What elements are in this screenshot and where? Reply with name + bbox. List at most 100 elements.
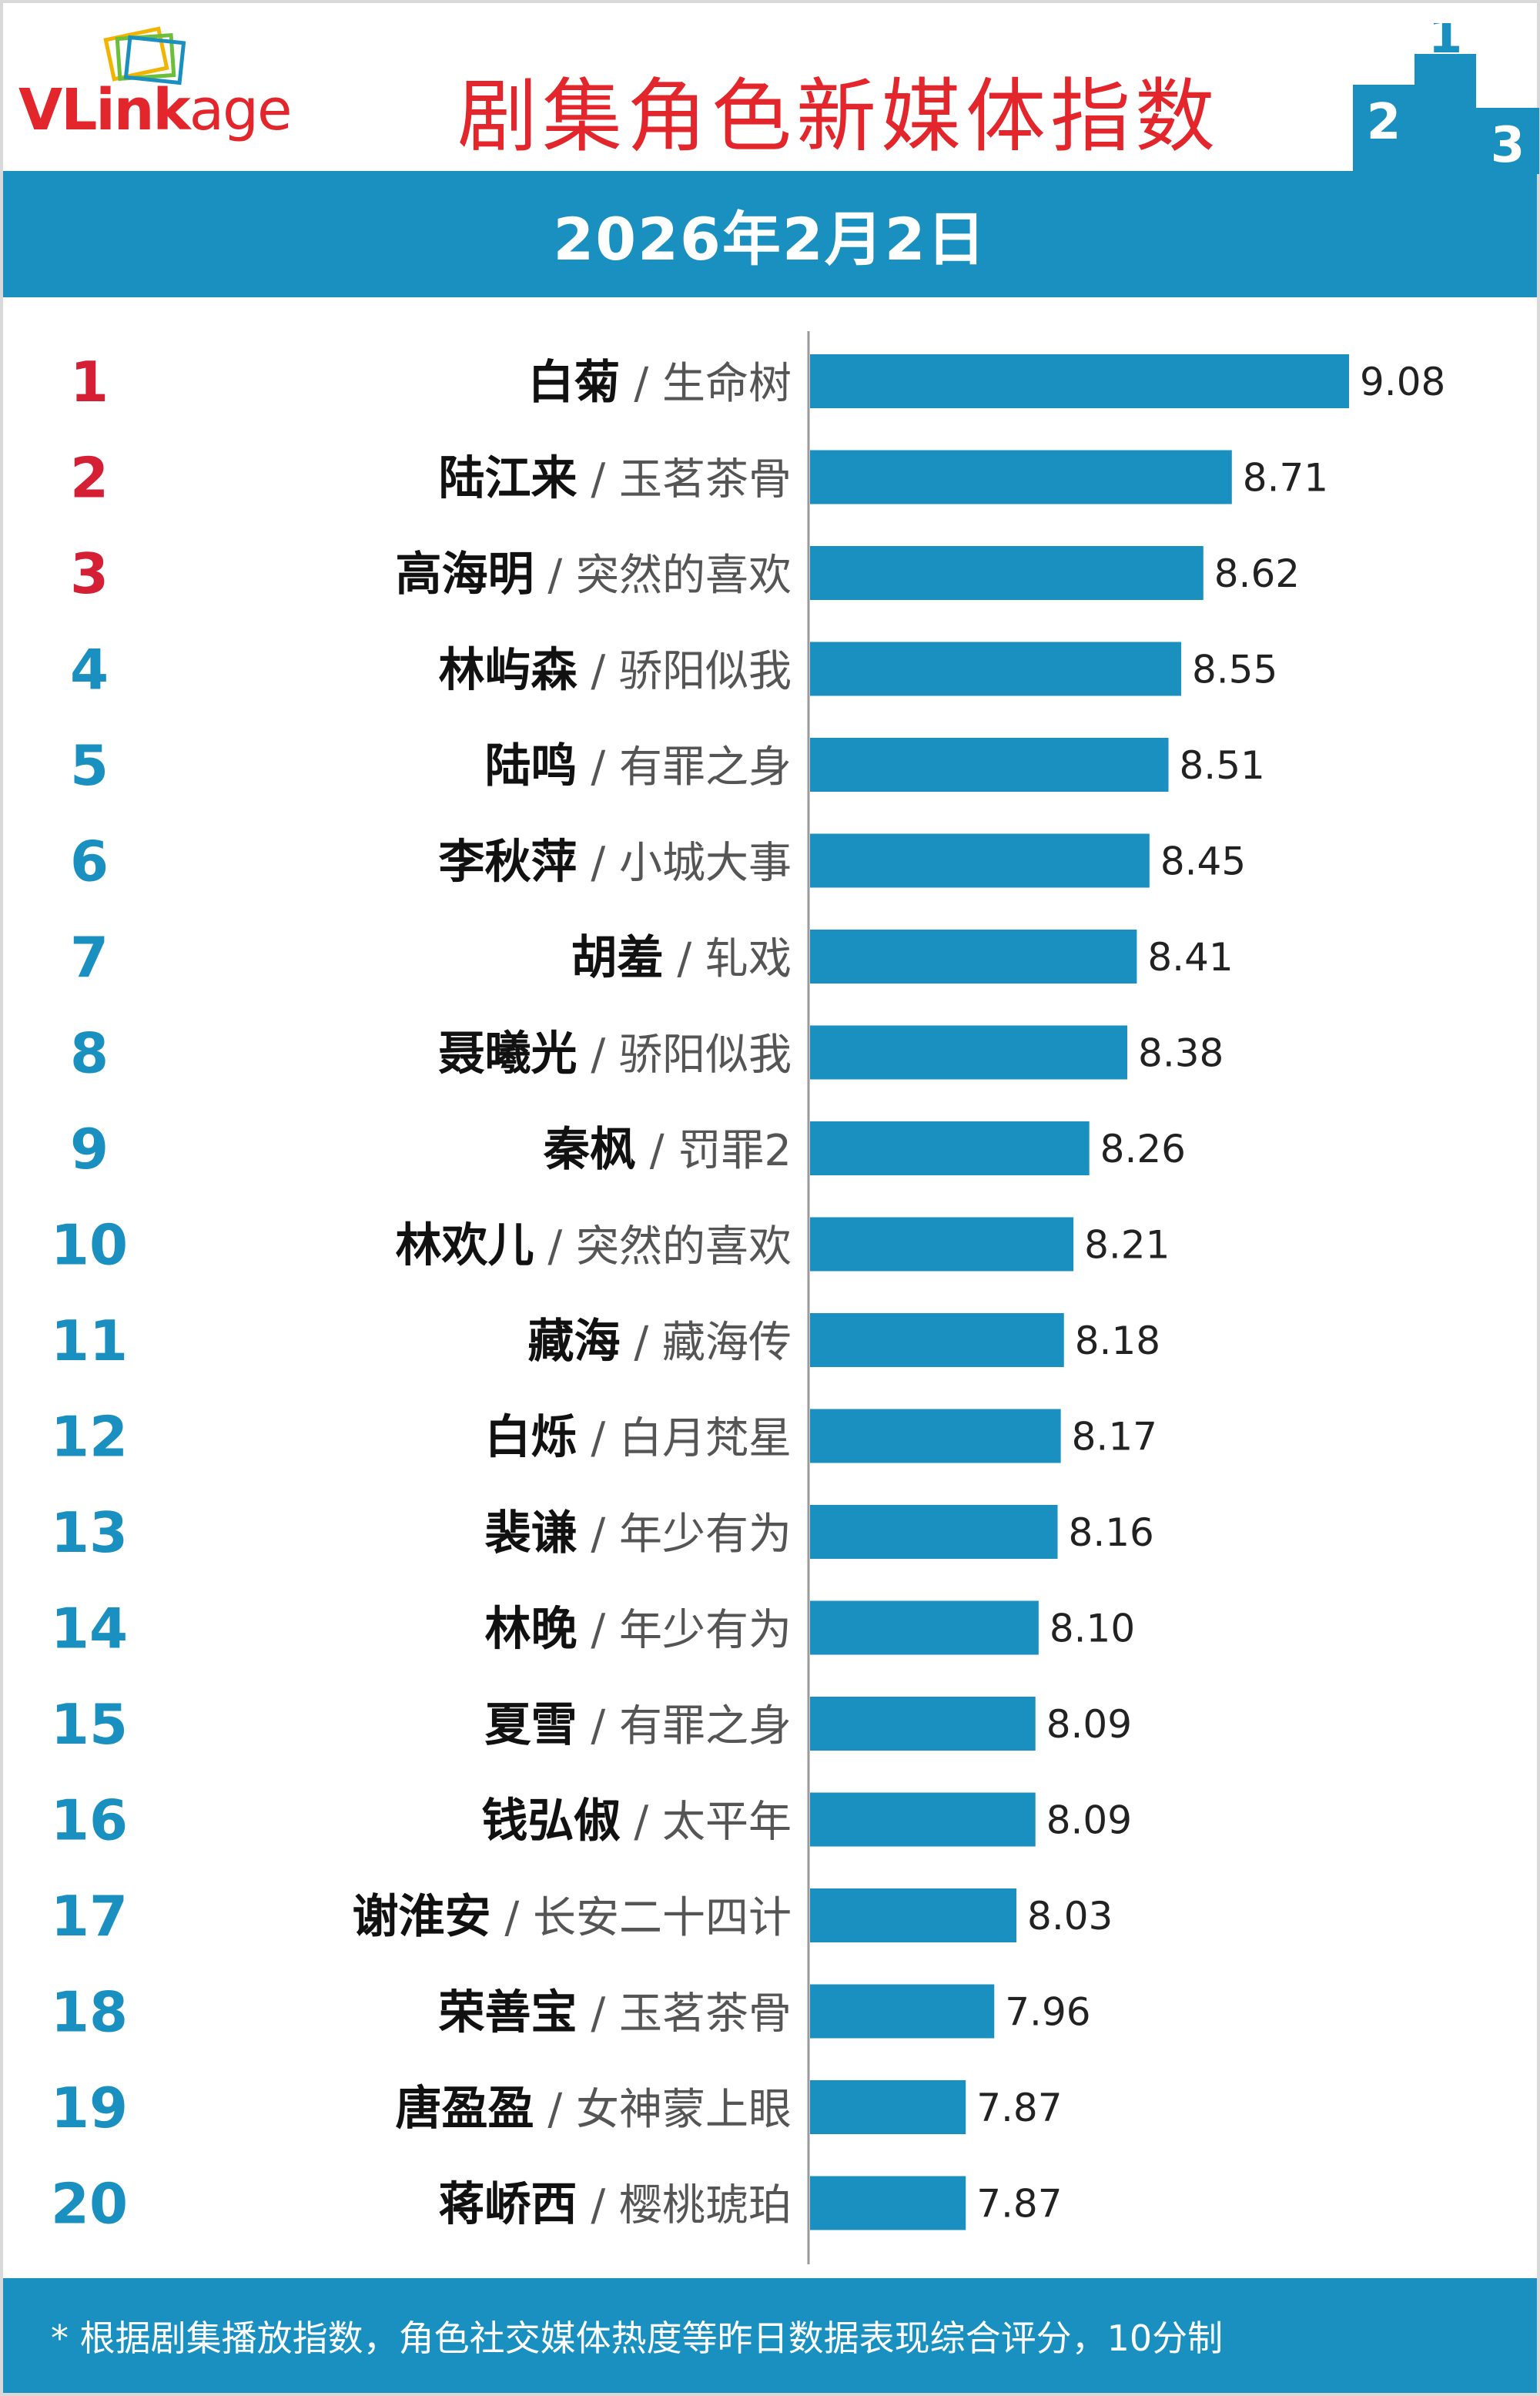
rank-number: 15 [51, 1692, 128, 1757]
bar [810, 1697, 1036, 1751]
chart-row: 16 钱弘俶 / 太平年 8.09 [51, 1788, 1132, 1853]
character-name: 陆江来 [439, 452, 578, 506]
rank-number: 3 [70, 541, 109, 606]
row-label: 裴谦 / 年少有为 [485, 1506, 792, 1560]
rank-number: 5 [70, 733, 109, 798]
bar [810, 833, 1150, 888]
character-name: 蒋峤西 [439, 2178, 578, 2232]
bar [810, 930, 1137, 984]
row-label: 白菊 / 生命树 [528, 356, 792, 410]
character-name: 裴谦 [485, 1506, 578, 1560]
drama-title: / 樱桃琥珀 [578, 2181, 792, 2231]
logo-letter-v: V [18, 77, 62, 143]
drama-title: / 轧戏 [664, 934, 792, 984]
bar [810, 354, 1349, 408]
drama-title: / 有罪之身 [578, 1701, 792, 1751]
chart-row: 7 胡羞 / 轧戏 8.41 [70, 925, 1234, 990]
logo-wordmark: VLinkage [18, 77, 293, 143]
character-name: 夏雪 [485, 1698, 578, 1752]
chart-row: 11 藏海 / 藏海传 8.18 [51, 1309, 1160, 1373]
character-name: 钱弘俶 [482, 1794, 621, 1848]
bar [810, 642, 1181, 696]
bar-value-label: 8.41 [1147, 935, 1233, 980]
row-label: 钱弘俶 / 太平年 [482, 1794, 792, 1848]
row-label: 李秋萍 / 小城大事 [439, 836, 792, 890]
header: VLinkage 剧集角色新媒体指数 2 1 3 [3, 3, 1539, 174]
bar-value-label: 8.03 [1027, 1894, 1113, 1939]
logo-mark-icon [103, 26, 186, 85]
rank-number: 13 [51, 1500, 128, 1565]
drama-title: / 太平年 [621, 1798, 792, 1848]
rank-number: 4 [70, 638, 109, 702]
bar-value-label: 8.09 [1046, 1798, 1132, 1843]
bar-value-label: 8.71 [1243, 456, 1328, 501]
bar-value-label: 7.87 [976, 2086, 1062, 2130]
character-name: 陆鸣 [485, 739, 578, 793]
rank-number: 12 [51, 1405, 128, 1469]
drama-title: / 女神蒙上眼 [534, 2085, 792, 2135]
chart-row: 4 林屿森 / 骄阳似我 8.55 [70, 638, 1277, 702]
row-label: 高海明 / 突然的喜欢 [396, 548, 792, 602]
chart-row: 15 夏雪 / 有罪之身 8.09 [51, 1692, 1132, 1757]
bar [810, 450, 1232, 504]
bar [810, 1313, 1064, 1367]
bar [810, 1409, 1061, 1463]
row-label: 林屿森 / 骄阳似我 [439, 644, 792, 698]
rank-number: 14 [51, 1597, 128, 1661]
character-name: 荣善宝 [439, 1986, 578, 2040]
character-name: 高海明 [396, 548, 534, 602]
drama-title: / 突然的喜欢 [534, 551, 792, 601]
character-name: 林欢儿 [396, 1219, 534, 1273]
chart-row: 14 林晚 / 年少有为 8.10 [51, 1597, 1135, 1661]
rank-number: 11 [51, 1309, 128, 1373]
chart-row: 12 白烁 / 白月梵星 8.17 [51, 1405, 1157, 1469]
chart-row: 17 谢淮安 / 长安二十四计 8.03 [51, 1884, 1113, 1949]
row-label: 唐盈盈 / 女神蒙上眼 [396, 2082, 792, 2136]
row-label: 陆鸣 / 有罪之身 [485, 739, 792, 793]
bar [810, 1984, 995, 2039]
character-name: 白菊 [528, 356, 621, 410]
bar-value-label: 8.26 [1100, 1127, 1186, 1171]
chart-row: 5 陆鸣 / 有罪之身 8.51 [70, 733, 1265, 798]
chart-row: 3 高海明 / 突然的喜欢 8.62 [70, 541, 1300, 606]
bar [810, 1121, 1090, 1175]
rank-number: 2 [70, 446, 109, 511]
chart-row: 9 秦枫 / 罚罪2 8.26 [70, 1117, 1186, 1181]
chart-row: 18 荣善宝 / 玉茗茶骨 7.96 [51, 1980, 1091, 2045]
drama-title: / 生命树 [621, 359, 792, 409]
rank-number: 20 [51, 2172, 128, 2237]
podium-label-3: 3 [1491, 117, 1525, 174]
date-label: 2026年2月2日 [553, 205, 987, 273]
bar [810, 1025, 1128, 1080]
drama-title: / 突然的喜欢 [534, 1222, 792, 1272]
chart-row: 13 裴谦 / 年少有为 8.16 [51, 1500, 1154, 1565]
bar-value-label: 8.16 [1069, 1510, 1154, 1555]
rank-number: 7 [70, 925, 109, 990]
drama-title: / 玉茗茶骨 [578, 455, 792, 505]
vlinkage-logo: VLinkage [18, 26, 342, 149]
bar-value-label: 8.55 [1192, 648, 1277, 692]
row-label: 胡羞 / 轧戏 [571, 931, 792, 985]
character-name: 胡羞 [571, 931, 664, 985]
bar-value-label: 8.09 [1046, 1702, 1132, 1747]
bar-value-label: 8.10 [1050, 1607, 1135, 1651]
podium-icon: 2 1 3 [1353, 23, 1539, 174]
date-banner: 2026年2月2日 [3, 171, 1537, 297]
footer-note-bar: * 根据剧集播放指数，角色社交媒体热度等昨日数据表现综合评分，10分制 [3, 2278, 1537, 2393]
rank-number: 19 [51, 2076, 128, 2140]
podium-label-1: 1 [1428, 23, 1463, 65]
bar-value-label: 8.38 [1138, 1031, 1224, 1076]
character-name: 林晚 [485, 1603, 578, 1657]
character-name: 秦枫 [543, 1123, 636, 1177]
bar [810, 2080, 966, 2134]
rank-number: 1 [70, 350, 109, 414]
bar [810, 1217, 1074, 1272]
row-label: 藏海 / 藏海传 [528, 1315, 792, 1369]
chart-row: 1 白菊 / 生命树 9.08 [70, 350, 1445, 414]
bar-value-label: 8.18 [1075, 1319, 1160, 1363]
podium-label-2: 2 [1367, 94, 1401, 151]
drama-title: / 玉茗茶骨 [578, 1989, 792, 2039]
chart-row: 6 李秋萍 / 小城大事 8.45 [70, 829, 1246, 894]
page-title: 剧集角色新媒体指数 [457, 69, 1220, 163]
